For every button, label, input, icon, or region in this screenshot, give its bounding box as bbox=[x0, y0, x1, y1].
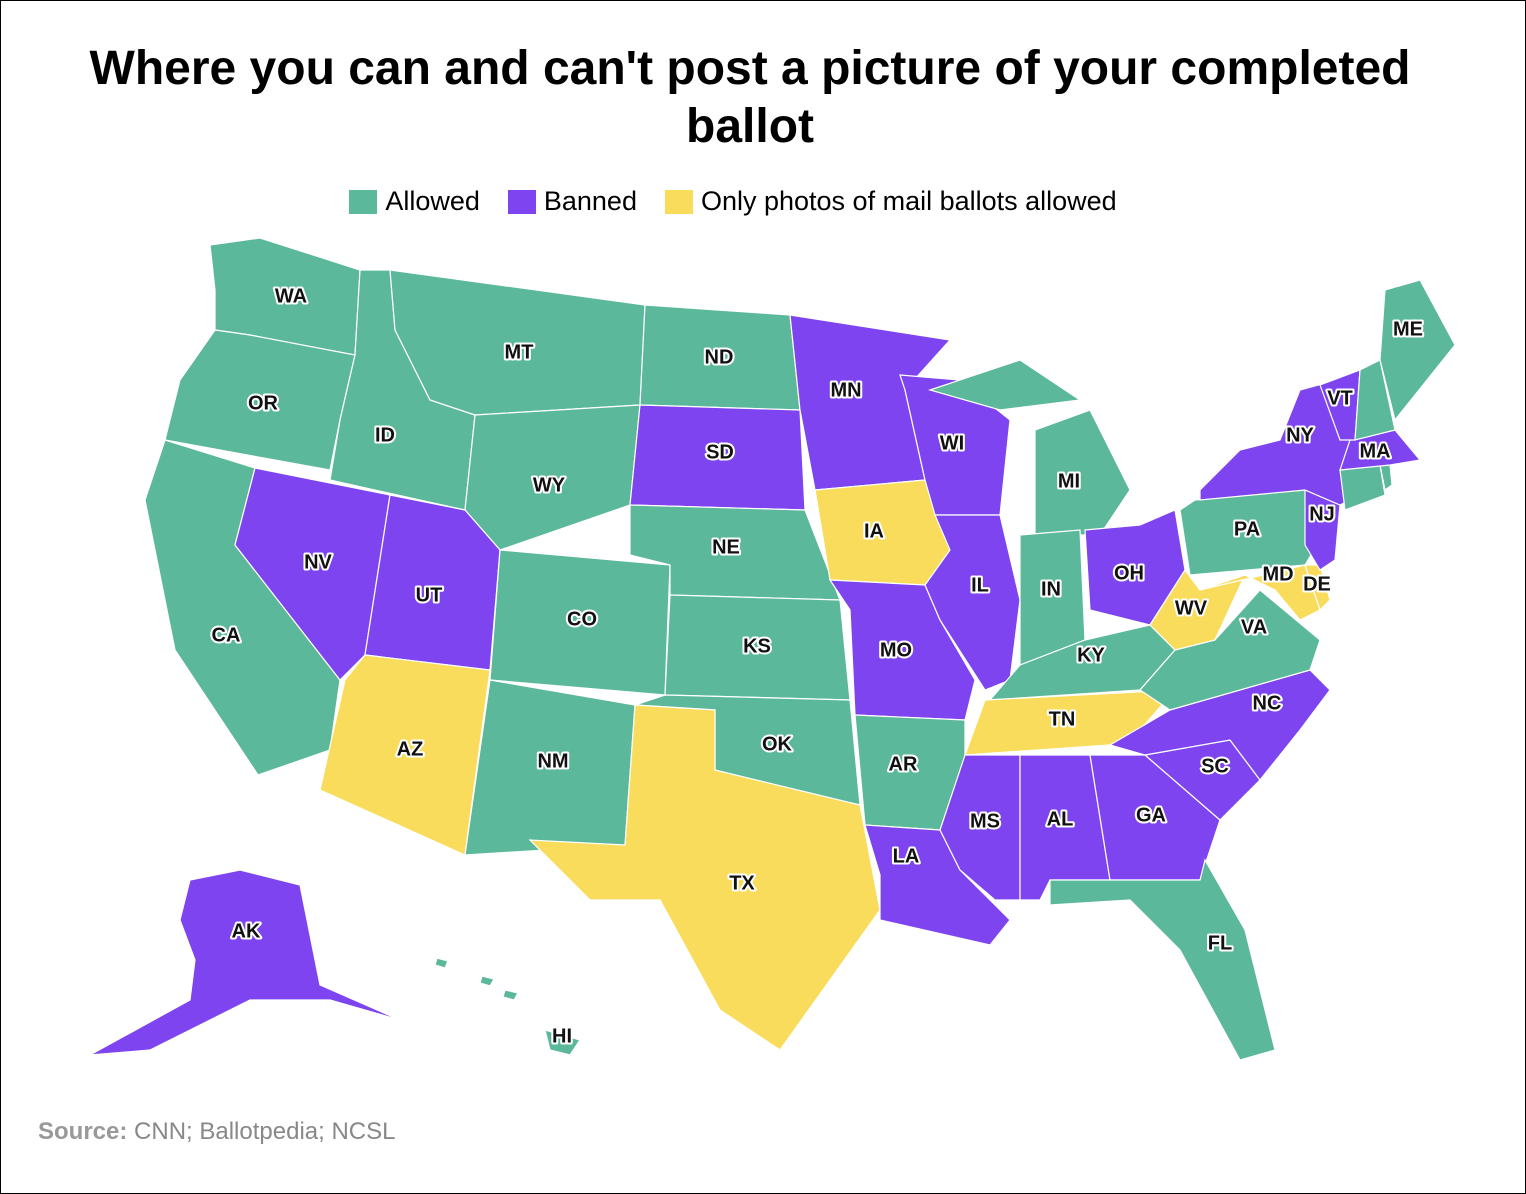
state-label: IA bbox=[864, 520, 884, 542]
legend-swatch bbox=[507, 189, 536, 214]
state-label: ND bbox=[705, 346, 734, 368]
state-shape bbox=[164, 329, 356, 471]
state-label: ME bbox=[1393, 318, 1423, 340]
legend: Allowed Banned Only photos of mail ballots… bbox=[0, 186, 1466, 217]
state-label: WI bbox=[940, 432, 964, 454]
state-shape bbox=[502, 989, 519, 1001]
state-label: WA bbox=[275, 285, 307, 307]
legend-swatch bbox=[664, 189, 693, 214]
state-label: NC bbox=[1253, 692, 1282, 714]
state-shape bbox=[924, 514, 1021, 691]
source-text: CNN; Ballotpedia; NCSL bbox=[134, 1118, 396, 1145]
state-shape bbox=[479, 975, 495, 987]
title: Where you can and can't post a picture o… bbox=[89, 42, 1411, 153]
legend-item: Allowed bbox=[349, 186, 480, 217]
legend-label: Allowed bbox=[385, 186, 480, 216]
state-label: NJ bbox=[1309, 503, 1335, 525]
state-label: MN bbox=[830, 379, 861, 401]
state-label: MT bbox=[505, 341, 534, 363]
state-shape bbox=[464, 404, 641, 551]
state-label: OK bbox=[762, 733, 793, 755]
state-label: TN bbox=[1049, 708, 1076, 730]
state-label: UT bbox=[416, 584, 443, 606]
state-label: KY bbox=[1077, 644, 1105, 666]
state-label: CA bbox=[212, 624, 241, 646]
state-shape bbox=[528, 704, 881, 1051]
state-shape bbox=[1304, 564, 1331, 612]
state-shape bbox=[1339, 464, 1386, 511]
source: Source: CNN; Ballotpedia; NCSL bbox=[38, 1118, 395, 1146]
legend-swatch bbox=[349, 189, 378, 214]
state-label: NV bbox=[304, 551, 332, 573]
state-label: ID bbox=[375, 424, 395, 446]
state-label: SC bbox=[1201, 755, 1229, 777]
legend-label: Only photos of mail ballots allowed bbox=[700, 186, 1117, 216]
legend-item: Only photos of mail ballots allowed bbox=[664, 186, 1117, 217]
state-shape bbox=[1049, 858, 1276, 1061]
state-shape bbox=[319, 654, 491, 856]
state-label: WY bbox=[533, 474, 566, 496]
state-label: MD bbox=[1262, 563, 1293, 585]
state-shape bbox=[1089, 754, 1221, 881]
state-label: NM bbox=[537, 750, 568, 772]
state-label: HI bbox=[552, 1025, 572, 1047]
state-shape bbox=[434, 957, 449, 969]
state-label: TX bbox=[729, 872, 755, 894]
state-label: OR bbox=[248, 392, 279, 414]
state-label: IL bbox=[971, 574, 989, 596]
state-label: AZ bbox=[397, 738, 424, 760]
source-prefix: Source: bbox=[38, 1118, 128, 1145]
state-label: AR bbox=[889, 753, 918, 775]
state-label: WV bbox=[1175, 597, 1208, 619]
state-label: GA bbox=[1136, 804, 1166, 826]
legend-label: Banned bbox=[543, 186, 637, 216]
state-label: VA bbox=[1241, 616, 1267, 638]
state-shape bbox=[544, 1029, 581, 1056]
legend-item: Banned bbox=[507, 186, 637, 217]
state-label: LA bbox=[893, 845, 920, 867]
state-shape bbox=[1034, 409, 1131, 536]
state-label: FL bbox=[1208, 932, 1232, 954]
state-label: OH bbox=[1114, 562, 1144, 584]
state-label: IN bbox=[1041, 578, 1061, 600]
state-shape bbox=[1379, 279, 1456, 422]
state-shape bbox=[927, 359, 1082, 411]
state-label: AK bbox=[232, 920, 261, 942]
state-label: PA bbox=[1234, 518, 1260, 540]
state-label: KS bbox=[743, 635, 771, 657]
state-label: NY bbox=[1286, 424, 1314, 446]
state-label: MI bbox=[1058, 470, 1080, 492]
state-shape bbox=[234, 467, 391, 681]
state-label: SD bbox=[706, 441, 734, 463]
state-label: MO bbox=[880, 639, 912, 661]
state-label: MA bbox=[1359, 440, 1390, 462]
state-label: NE bbox=[712, 536, 740, 558]
state-label: CO bbox=[567, 608, 597, 630]
state-label: DE bbox=[1303, 573, 1331, 595]
state-shape bbox=[1354, 359, 1396, 441]
state-label: MS bbox=[970, 810, 1000, 832]
state-shape bbox=[89, 869, 401, 1056]
state-label: AL bbox=[1047, 808, 1074, 830]
state-label: VT bbox=[1327, 387, 1353, 409]
